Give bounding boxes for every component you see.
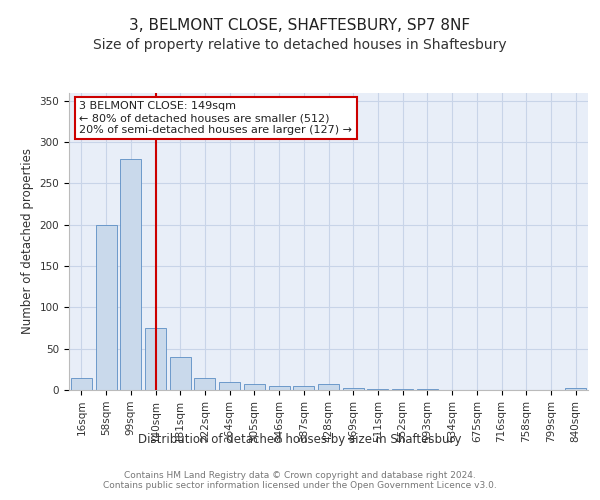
Bar — [95, 224, 116, 390]
Text: Contains HM Land Registry data © Crown copyright and database right 2024.
Contai: Contains HM Land Registry data © Crown c… — [103, 470, 497, 490]
Text: 3, BELMONT CLOSE, SHAFTESBURY, SP7 8NF: 3, BELMONT CLOSE, SHAFTESBURY, SP7 8NF — [130, 18, 470, 32]
Bar — [367, 389, 388, 390]
Y-axis label: Number of detached properties: Number of detached properties — [21, 148, 34, 334]
Bar — [120, 158, 141, 390]
Bar — [392, 389, 413, 390]
Bar — [565, 388, 586, 390]
Text: 3 BELMONT CLOSE: 149sqm
← 80% of detached houses are smaller (512)
20% of semi-d: 3 BELMONT CLOSE: 149sqm ← 80% of detache… — [79, 102, 352, 134]
Bar — [244, 384, 265, 390]
Bar — [170, 357, 191, 390]
Text: Size of property relative to detached houses in Shaftesbury: Size of property relative to detached ho… — [93, 38, 507, 52]
Text: Distribution of detached houses by size in Shaftesbury: Distribution of detached houses by size … — [138, 432, 462, 446]
Bar — [318, 384, 339, 390]
Bar — [194, 378, 215, 390]
Bar — [145, 328, 166, 390]
Bar — [293, 386, 314, 390]
Bar — [219, 382, 240, 390]
Bar — [417, 389, 438, 390]
Bar — [343, 388, 364, 390]
Bar — [269, 386, 290, 390]
Bar — [71, 378, 92, 390]
